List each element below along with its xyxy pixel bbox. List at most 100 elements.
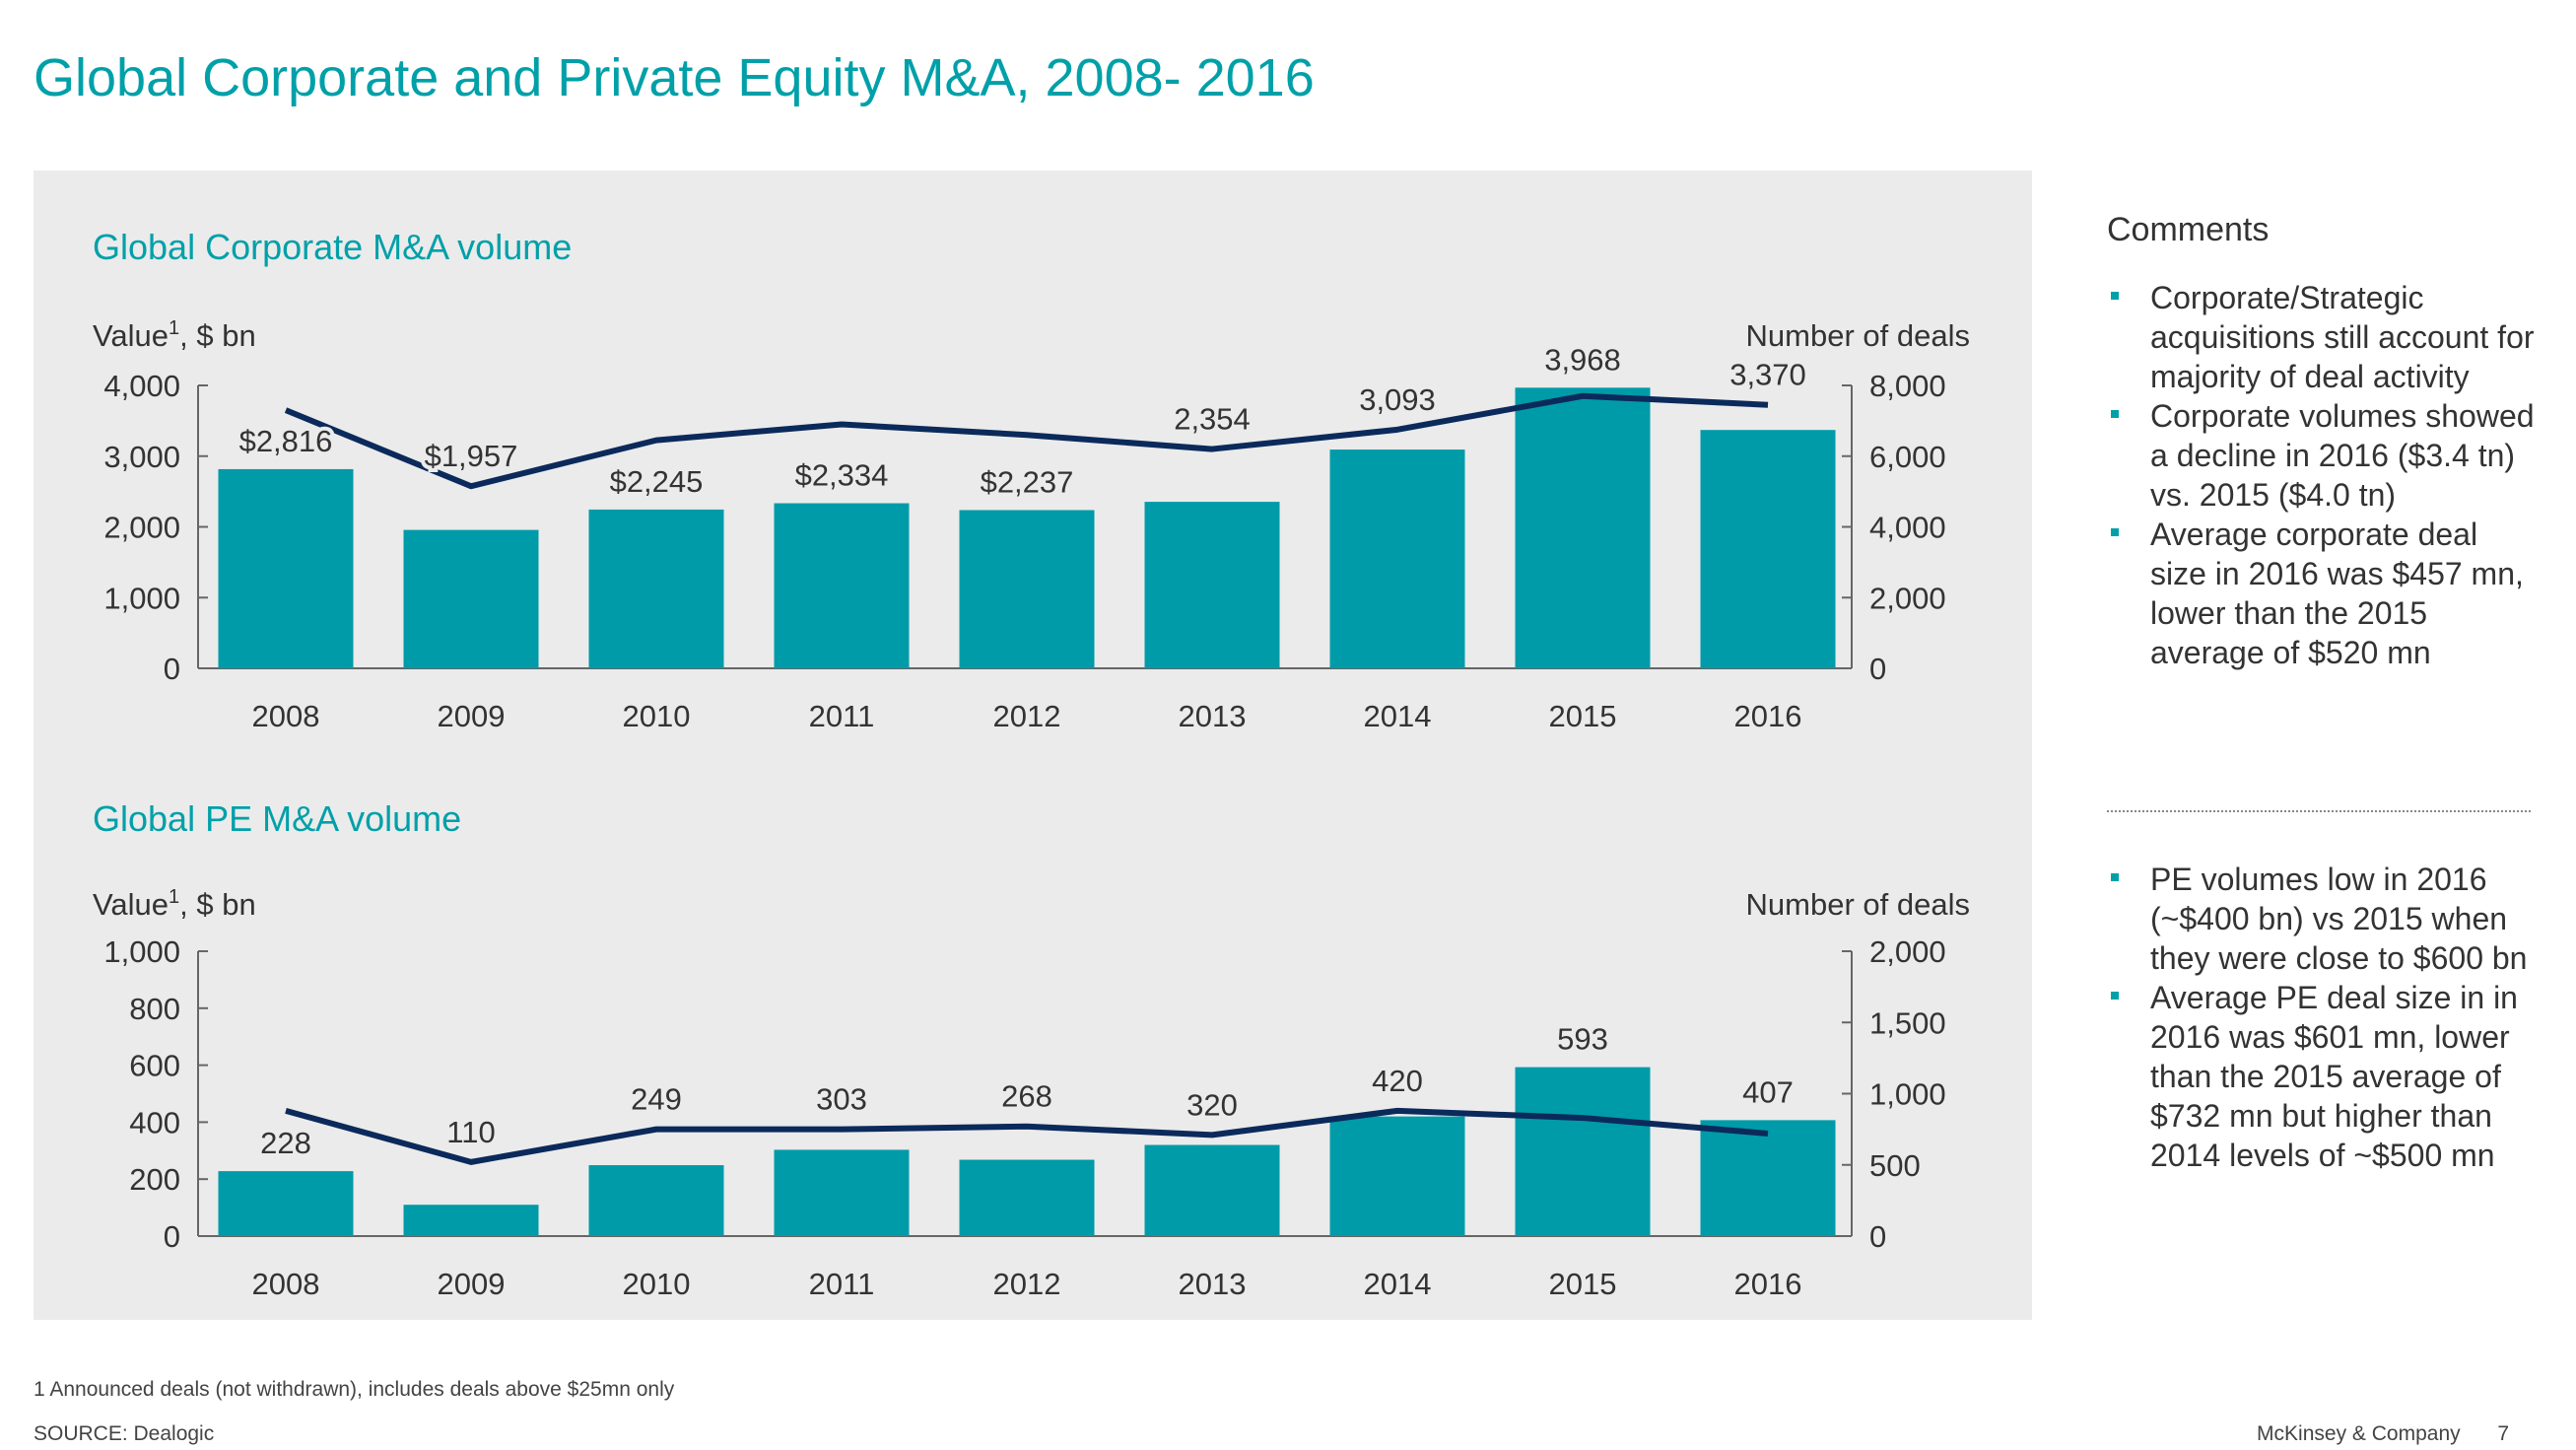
page-number: 7 — [2497, 1422, 2509, 1445]
pe-bullet: PE volumes low in 2016 (~$400 bn) vs 201… — [2107, 860, 2541, 978]
bar-value-label: $2,334 — [795, 458, 889, 493]
y-axis-label-unit: , $ bn — [179, 887, 256, 922]
y-tick-label: 400 — [129, 1105, 180, 1139]
bar-value-label: $2,237 — [981, 464, 1074, 499]
corporate-bullet-text: Average corporate deal size in 2016 was … — [2150, 517, 2524, 670]
y-tick-label: 800 — [129, 992, 180, 1026]
x-tick-label: 2009 — [438, 699, 506, 733]
comments-title: Comments — [2107, 211, 2270, 248]
bar — [959, 510, 1095, 668]
bar-value-label: $1,957 — [425, 439, 518, 473]
brand-footer: McKinsey & Company 7 — [2257, 1422, 2509, 1446]
bar-value-label: 407 — [1742, 1074, 1794, 1109]
bar-value-label: 303 — [816, 1082, 867, 1117]
bar-value-label: 110 — [446, 1115, 495, 1149]
bar — [1144, 502, 1280, 668]
comments-group-pe: PE volumes low in 2016 (~$400 bn) vs 201… — [2107, 860, 2541, 1175]
deals-line — [285, 1107, 1769, 1165]
charts-panel: Global Corporate M&A volume Value1, $ bn N… — [34, 171, 2032, 1320]
bar-value-label: 249 — [631, 1082, 682, 1117]
deals-line — [284, 392, 1769, 490]
brand-name: McKinsey & Company — [2257, 1422, 2461, 1445]
bar-value-label: 593 — [1557, 1022, 1608, 1057]
bullet-square-icon — [2111, 873, 2119, 881]
y2-tick-label: 2,000 — [1869, 934, 1946, 969]
y2-tick-label: 4,000 — [1869, 511, 1946, 545]
bar — [403, 529, 539, 668]
bar — [1515, 1067, 1651, 1236]
bar — [959, 1159, 1095, 1236]
y-axis-label-text: Value — [93, 318, 169, 353]
bar — [588, 509, 724, 668]
bar-value-label: 320 — [1186, 1087, 1238, 1122]
y-tick-label: 600 — [129, 1049, 180, 1083]
y-tick-label: 1,000 — [103, 934, 180, 969]
page-title: Global Corporate and Private Equity M&A,… — [34, 48, 1315, 107]
y2-tick-label: 0 — [1869, 652, 1886, 686]
bar-value-label: $2,816 — [239, 424, 333, 458]
y-axis-label-superscript: 1 — [169, 317, 179, 339]
x-tick-label: 2012 — [993, 699, 1061, 733]
bar-value-label: $2,245 — [610, 464, 704, 499]
y2-tick-label: 1,500 — [1869, 1005, 1946, 1040]
x-tick-label: 2014 — [1364, 699, 1432, 733]
y2-tick-label: 8,000 — [1869, 369, 1946, 403]
bar — [218, 468, 354, 668]
x-tick-label: 2016 — [1734, 1267, 1802, 1301]
pe-bullet: Average PE deal size in in 2016 was $601… — [2107, 978, 2541, 1175]
chart-title: Global PE M&A volume — [93, 798, 461, 839]
y-tick-label: 2,000 — [103, 511, 180, 545]
y2-axis-label: Number of deals — [1746, 318, 1970, 353]
source-note: SOURCE: Dealogic — [34, 1422, 215, 1445]
corporate-bullet-text: Corporate/Strategic acquisitions still a… — [2150, 280, 2535, 394]
corporate-bullet: Corporate volumes showed a decline in 20… — [2107, 396, 2541, 515]
y2-axis-label: Number of deals — [1746, 887, 1970, 922]
x-tick-label: 2015 — [1549, 699, 1617, 733]
y-tick-label: 0 — [164, 652, 180, 686]
x-tick-label: 2013 — [1179, 699, 1247, 733]
bar — [1700, 430, 1836, 668]
x-tick-label: 2008 — [252, 1267, 320, 1301]
bar — [1700, 1120, 1836, 1236]
bar — [1329, 1116, 1465, 1236]
y-tick-label: 4,000 — [103, 369, 180, 403]
bar-value-label: 3,093 — [1359, 382, 1436, 417]
y2-tick-label: 6,000 — [1869, 440, 1946, 474]
pe-bullet-text: PE volumes low in 2016 (~$400 bn) vs 201… — [2150, 862, 2528, 976]
x-tick-label: 2009 — [438, 1267, 506, 1301]
bar — [403, 1205, 539, 1236]
x-tick-label: 2008 — [252, 699, 320, 733]
bullet-square-icon — [2111, 992, 2119, 1000]
x-tick-label: 2010 — [623, 699, 691, 733]
bullet-square-icon — [2111, 410, 2119, 418]
y2-tick-label: 0 — [1869, 1219, 1886, 1254]
comments-divider — [2107, 810, 2531, 812]
bullet-square-icon — [2111, 528, 2119, 536]
x-tick-label: 2016 — [1734, 699, 1802, 733]
footnote: 1 Announced deals (not withdrawn), inclu… — [34, 1378, 675, 1401]
bar — [1329, 449, 1465, 668]
bar-value-label: 3,968 — [1544, 342, 1621, 377]
y-tick-label: 3,000 — [103, 440, 180, 474]
comments-group-corporate: Corporate/Strategic acquisitions still a… — [2107, 278, 2541, 672]
corporate-bullet-text: Corporate volumes showed a decline in 20… — [2150, 398, 2535, 513]
chart-title: Global Corporate M&A volume — [93, 227, 572, 267]
bar-value-label: 420 — [1372, 1064, 1423, 1098]
x-tick-label: 2015 — [1549, 1267, 1617, 1301]
x-tick-label: 2011 — [809, 1267, 875, 1301]
y-tick-label: 200 — [129, 1162, 180, 1197]
bar — [218, 1171, 354, 1236]
y-axis-label-unit: , $ bn — [179, 318, 256, 353]
y2-tick-label: 2,000 — [1869, 581, 1946, 615]
pe-bullet-text: Average PE deal size in in 2016 was $601… — [2150, 980, 2518, 1173]
y-tick-label: 1,000 — [103, 581, 180, 615]
bar — [588, 1165, 724, 1236]
bar — [774, 503, 910, 668]
x-tick-label: 2013 — [1179, 1267, 1247, 1301]
y-tick-label: 0 — [164, 1219, 180, 1254]
bar — [774, 1149, 910, 1236]
y-axis-label: Value1, $ bn — [93, 317, 256, 353]
bar-value-label: 268 — [1001, 1079, 1052, 1114]
bar-value-label: 2,354 — [1174, 402, 1251, 437]
